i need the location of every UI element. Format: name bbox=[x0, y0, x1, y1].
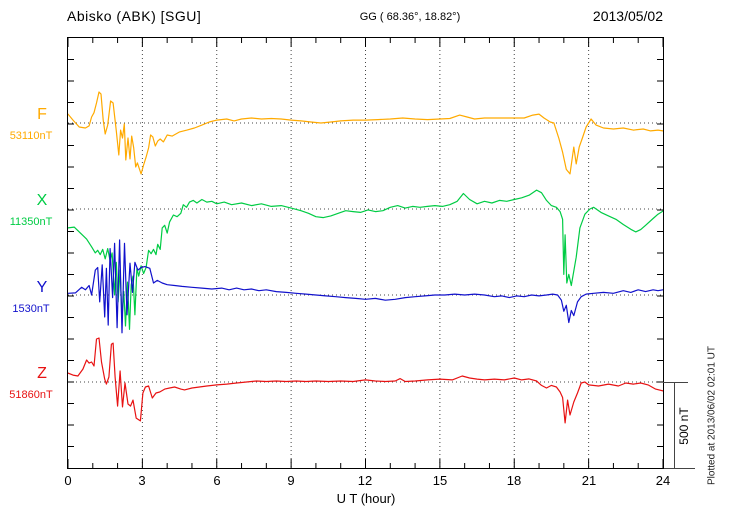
x-tick-label: 3 bbox=[138, 473, 146, 488]
x-tick-label: 9 bbox=[287, 473, 295, 488]
scale-bar-label: 500 nT bbox=[677, 407, 691, 445]
channel-baseline-x: 11350nT bbox=[9, 216, 53, 228]
channel-baseline-z: 51860nT bbox=[9, 389, 53, 401]
x-tick-label: 0 bbox=[64, 473, 72, 488]
x-tick-label: 12 bbox=[357, 473, 373, 488]
x-tick-label: 21 bbox=[581, 473, 597, 488]
scale-bar-bottom-tick bbox=[664, 468, 695, 469]
channel-label-y: Y bbox=[36, 279, 48, 296]
x-tick-label: 24 bbox=[655, 473, 671, 488]
station-title: Abisko (ABK) [SGU] bbox=[67, 8, 202, 24]
x-axis-label: U T (hour) bbox=[336, 491, 396, 506]
channel-baseline-f: 53110nT bbox=[9, 130, 53, 142]
plot-timestamp: Plotted at 2013/06/02 02:01 UT bbox=[706, 346, 718, 485]
geographic-coords: GG ( 68.36°, 18.82°) bbox=[359, 11, 461, 23]
channel-label-f: F bbox=[37, 106, 47, 123]
channel-label-x: X bbox=[36, 192, 48, 209]
channel-label-z: Z bbox=[37, 365, 47, 382]
scale-bar bbox=[674, 382, 675, 468]
plot-area bbox=[67, 37, 664, 469]
channel-baseline-y: 1530nT bbox=[12, 303, 50, 315]
x-tick-label: 6 bbox=[213, 473, 221, 488]
x-tick-label: 18 bbox=[506, 473, 522, 488]
plot-date: 2013/05/02 bbox=[592, 8, 663, 24]
plot-svg bbox=[68, 38, 663, 468]
scale-bar-top-tick bbox=[663, 382, 688, 383]
x-tick-label: 15 bbox=[432, 473, 448, 488]
